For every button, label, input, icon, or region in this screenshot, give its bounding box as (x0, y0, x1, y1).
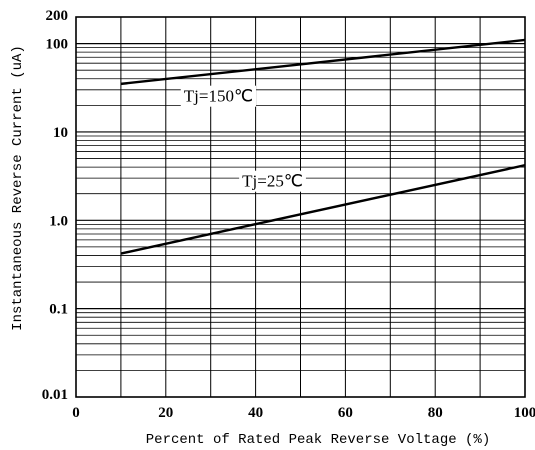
series-annotation: Tj=150℃ (184, 87, 253, 106)
y-tick-label: 0.1 (49, 302, 68, 318)
grid (76, 17, 525, 397)
y-tick-label: 10 (53, 125, 68, 141)
x-tick-label: 40 (248, 405, 263, 421)
y-tick-label: 100 (46, 37, 69, 53)
x-tick-label: 0 (72, 405, 80, 421)
annotations: Tj=150℃ Tj=25℃ (180, 85, 306, 192)
y-tick-label: 1.0 (49, 213, 68, 229)
series-line (120, 38, 526, 86)
annotation-background (239, 170, 306, 192)
y-axis-label: Instantaneous Reverse Current (uA) (10, 45, 26, 331)
y-tick-label: 0.01 (42, 387, 68, 403)
series-annotation: Tj=25℃ (242, 172, 303, 191)
annotation-background (180, 85, 257, 107)
x-tick-label: 60 (338, 405, 353, 421)
x-axis-label: Percent of Rated Peak Reverse Voltage (%… (146, 432, 490, 448)
y-tick-label: 200 (46, 8, 69, 24)
series-line (120, 164, 526, 255)
tick-labels: 0 20 40 60 80 100 0.01 0.1 1.0 10 100 200 (42, 8, 535, 421)
series-layer (120, 38, 526, 255)
x-tick-label: 20 (158, 405, 173, 421)
x-tick-label: 80 (428, 405, 443, 421)
plot-frame (75, 16, 526, 398)
x-tick-label: 100 (514, 405, 535, 421)
